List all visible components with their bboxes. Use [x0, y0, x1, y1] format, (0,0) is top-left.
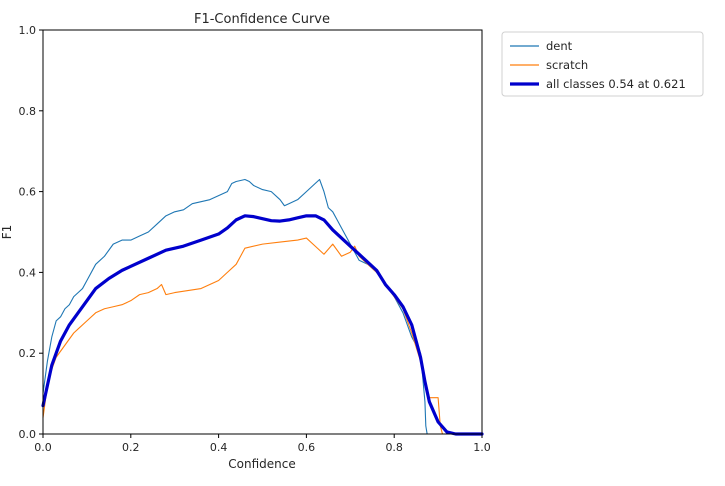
x-axis-label: Confidence [228, 457, 295, 471]
x-axis-ticks: 0.0 0.2 0.4 0.6 0.8 1.0 [34, 434, 491, 454]
x-tick-label: 0.6 [298, 441, 316, 454]
x-tick-label: 0.8 [385, 441, 403, 454]
y-tick-label: 0.6 [19, 186, 37, 199]
y-tick-label: 0.0 [19, 428, 37, 441]
y-tick-label: 0.2 [19, 347, 37, 360]
y-axis-label: F1 [0, 225, 14, 240]
x-tick-label: 0.2 [122, 441, 140, 454]
x-tick-label: 1.0 [473, 441, 491, 454]
y-tick-label: 0.8 [19, 105, 37, 118]
y-axis-ticks: 0.0 0.2 0.4 0.6 0.8 1.0 [19, 24, 43, 441]
legend-box [501, 31, 704, 97]
legend-label: dent [546, 39, 573, 53]
chart-title: F1-Confidence Curve [194, 12, 330, 27]
legend-label: scratch [546, 58, 588, 72]
series-layer [41, 178, 484, 436]
legend: dent scratch all classes 0.54 at 0.621 [501, 31, 704, 97]
x-tick-label: 0.4 [210, 441, 228, 454]
plot-frame [42, 29, 483, 435]
y-tick-label: 0.4 [19, 266, 37, 279]
series-line-all-classes-0-54-at-0-621 [41, 214, 484, 436]
y-tick-label: 1.0 [19, 24, 37, 37]
legend-label: all classes 0.54 at 0.621 [546, 77, 686, 91]
x-tick-label: 0.0 [34, 441, 52, 454]
plot-area [41, 29, 484, 436]
